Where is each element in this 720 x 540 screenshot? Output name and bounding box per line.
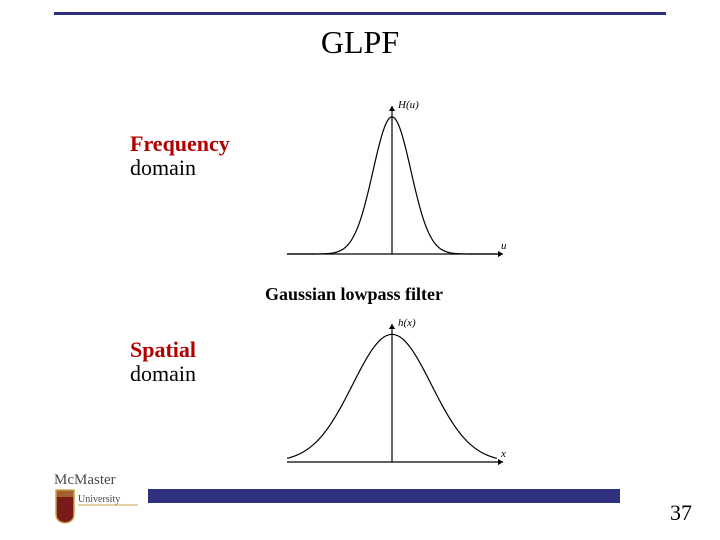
shield-icon (56, 490, 74, 523)
slide-title: GLPF (0, 24, 720, 61)
logo-line2: University (78, 494, 120, 505)
frequency-word: Frequency (130, 131, 230, 156)
spatial-domain-word: domain (130, 361, 196, 386)
frequency-domain-word: domain (130, 155, 196, 180)
svg-text:h(x): h(x) (398, 317, 416, 329)
svg-text:u: u (501, 240, 507, 252)
chart-caption: Gaussian lowpass filter (265, 284, 443, 305)
mcmaster-logo: McMaster University (54, 470, 144, 524)
svg-text:x: x (500, 448, 506, 460)
spatial-word: Spatial (130, 337, 196, 362)
svg-text:H(u): H(u) (397, 99, 419, 111)
logo-line1: McMaster (54, 472, 116, 488)
spatial-domain-chart: h(x) x (275, 310, 515, 480)
bottom-horizontal-bar (148, 489, 620, 503)
frequency-domain-label: Frequency domain (130, 132, 230, 180)
top-horizontal-rule (54, 12, 666, 15)
page-number: 37 (670, 500, 692, 526)
spatial-domain-label: Spatial domain (130, 338, 196, 386)
frequency-domain-chart: H(u) u (275, 92, 515, 272)
